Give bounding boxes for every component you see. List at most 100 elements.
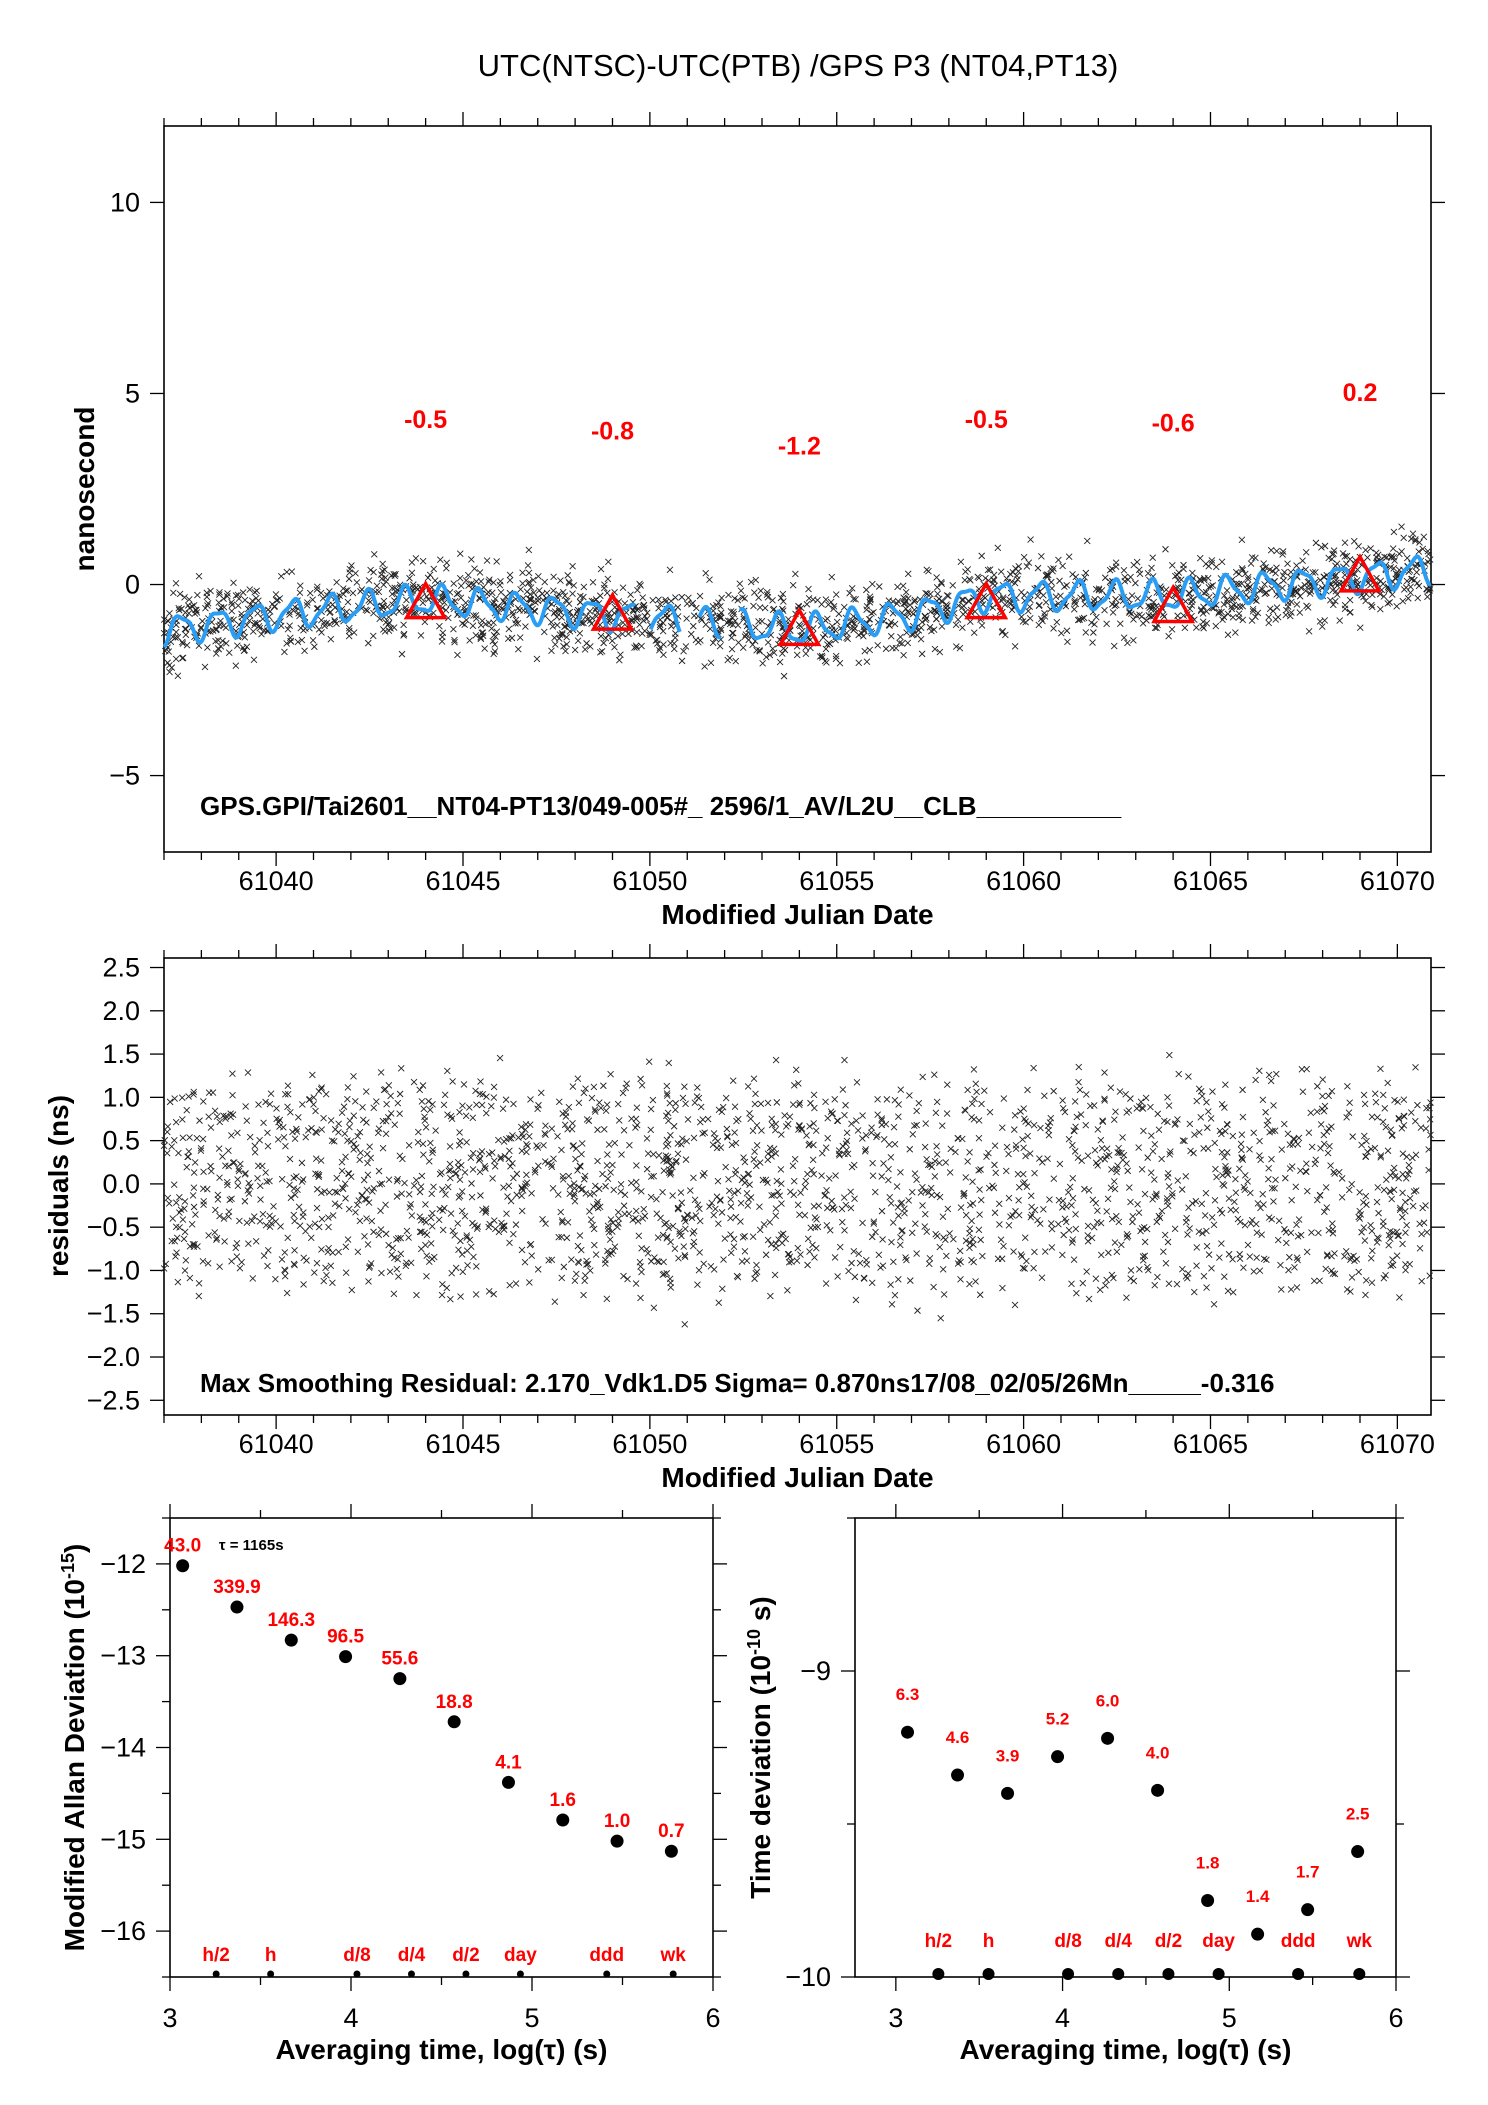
scatter-point — [1203, 1284, 1210, 1291]
scatter-point — [586, 1191, 594, 1198]
scatter-point — [1389, 1256, 1396, 1263]
scatter-point — [626, 1141, 633, 1149]
scatter-point — [229, 1070, 236, 1078]
scatter-point — [764, 639, 772, 646]
scatter-point — [772, 1205, 780, 1212]
scatter-point — [966, 1148, 973, 1156]
scatter-point — [1247, 1189, 1254, 1197]
scatter-point — [617, 651, 624, 658]
scatter-point — [821, 1191, 829, 1199]
scatter-point — [1232, 1175, 1239, 1183]
scatter-point — [611, 1139, 619, 1147]
scatter-point — [382, 578, 390, 585]
scatter-point — [1120, 634, 1128, 642]
scatter-point — [345, 627, 353, 635]
scatter-point — [885, 1165, 892, 1173]
scatter-point — [234, 1129, 241, 1137]
scatter-point — [663, 1136, 671, 1144]
scatter-point — [250, 1213, 258, 1220]
scatter-point — [962, 1174, 970, 1181]
scatter-point — [960, 1190, 967, 1198]
scatter-point — [640, 1205, 648, 1213]
scatter-point — [312, 1155, 320, 1162]
scatter-point — [426, 571, 434, 579]
scatter-point — [1130, 1277, 1138, 1285]
scatter-point — [603, 1295, 611, 1303]
scatter-point — [197, 625, 205, 632]
scatter-point — [1409, 1202, 1417, 1210]
scatter-point — [913, 1176, 920, 1183]
y-tick-label: −5 — [109, 761, 140, 791]
scatter-point — [899, 1227, 906, 1234]
scatter-point — [1417, 1124, 1425, 1131]
scatter-point — [841, 1226, 848, 1234]
scatter-point — [243, 643, 251, 651]
scatter-point — [388, 1251, 396, 1258]
scatter-point — [1086, 1102, 1094, 1110]
scatter-point — [1412, 537, 1419, 545]
scatter-point — [1202, 1189, 1210, 1197]
scatter-point — [683, 1137, 691, 1145]
scatter-point — [188, 1221, 196, 1228]
scatter-point — [566, 1190, 574, 1197]
scatter-point — [1005, 1221, 1013, 1229]
scatter-point — [811, 1254, 818, 1261]
scatter-point — [466, 1236, 474, 1244]
y-tick-label: −1.5 — [87, 1299, 140, 1329]
scatter-point — [313, 583, 321, 591]
scatter-point — [1048, 1244, 1056, 1251]
scatter-point — [352, 569, 359, 577]
scatter-point — [731, 1189, 738, 1197]
scatter-point — [577, 598, 584, 606]
scatter-point — [972, 1278, 979, 1285]
scatter-point — [747, 578, 755, 586]
scatter-point — [1193, 1244, 1201, 1251]
scatter-point — [1019, 1136, 1026, 1143]
scatter-point — [1064, 1189, 1072, 1196]
scatter-point — [1344, 1082, 1351, 1090]
scatter-point — [1320, 1107, 1328, 1115]
scatter-point — [1425, 1166, 1432, 1174]
data-point — [1251, 1927, 1265, 1941]
tau-note: τ = 1165s — [219, 1537, 284, 1554]
scatter-point — [788, 1258, 795, 1266]
scatter-point — [1076, 1086, 1084, 1094]
scatter-point — [1200, 1145, 1207, 1152]
scatter-point — [561, 1121, 569, 1129]
scatter-point — [345, 1170, 352, 1177]
scatter-point — [570, 582, 578, 589]
scatter-point — [1409, 530, 1417, 538]
scatter-point — [1236, 603, 1244, 610]
scatter-point — [1273, 564, 1280, 572]
data-point-label: 4.0 — [1146, 1743, 1170, 1762]
scatter-point — [335, 1202, 343, 1210]
scatter-point — [493, 558, 500, 565]
scatter-point — [891, 1140, 899, 1148]
scatter-point — [298, 636, 306, 644]
scatter-point — [574, 1242, 582, 1250]
scatter-point — [572, 1155, 579, 1163]
scatter-point — [490, 599, 498, 606]
time-marker-label: h/2 — [925, 1931, 952, 1952]
scatter-point — [1362, 1276, 1370, 1284]
scatter-point — [322, 1264, 329, 1272]
scatter-point — [1377, 605, 1384, 613]
scatter-point — [521, 1258, 529, 1266]
scatter-point — [605, 558, 612, 566]
scatter-point — [1021, 1115, 1028, 1123]
scatter-point — [1057, 629, 1065, 637]
scatter-point — [656, 600, 664, 608]
scatter-point — [1121, 577, 1129, 585]
scatter-point — [580, 1089, 588, 1097]
scatter-point — [1426, 1272, 1434, 1279]
scatter-point — [938, 1122, 946, 1129]
scatter-point — [1181, 1137, 1188, 1145]
scatter-point — [1147, 1103, 1154, 1111]
scatter-point — [741, 1158, 749, 1166]
time-marker-label: h — [265, 1945, 277, 1966]
time-marker-dot — [1212, 1968, 1225, 1980]
scatter-point — [1128, 592, 1136, 599]
scatter-point — [861, 1147, 869, 1155]
scatter-point — [594, 1157, 601, 1165]
scatter-point — [501, 1152, 509, 1160]
